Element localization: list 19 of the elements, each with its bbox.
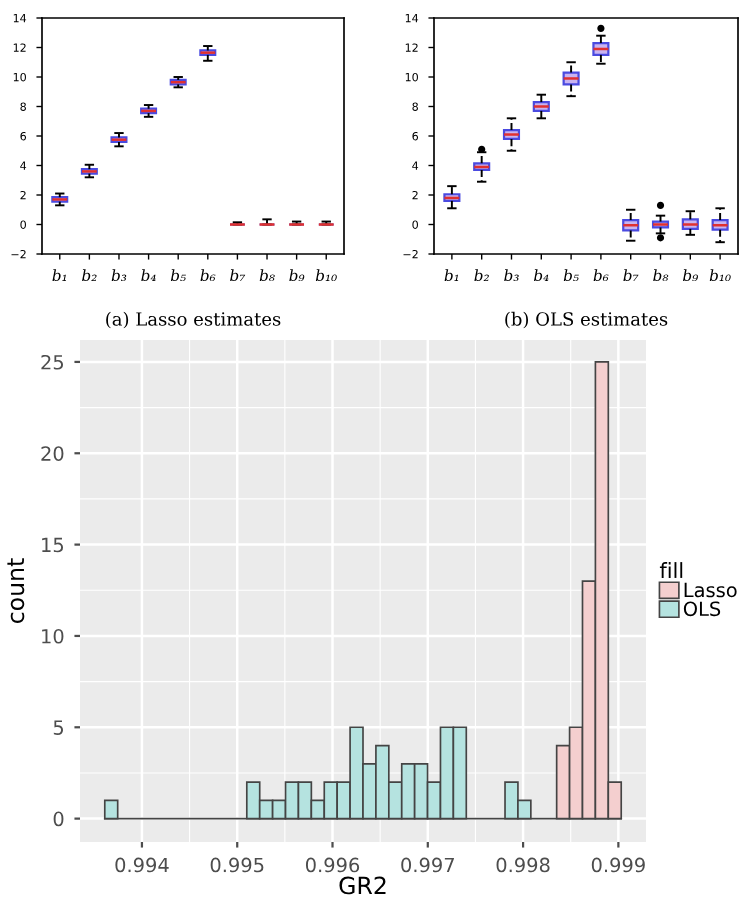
y-tick-label: 15 bbox=[42, 537, 64, 553]
y-tick-label: 0 bbox=[53, 811, 64, 827]
x-axis-title: (b) OLS estimates bbox=[505, 311, 668, 329]
y-tick-label: 10 bbox=[42, 628, 64, 644]
x-tick-label: 0.997 bbox=[401, 857, 454, 873]
y-tick-label: 25 bbox=[41, 354, 64, 370]
legend-title: fill bbox=[659, 562, 683, 578]
y-axis-title: count bbox=[7, 558, 25, 623]
x-tick-label: 0.994 bbox=[115, 857, 169, 873]
x-tick-label: 0.999 bbox=[591, 857, 645, 873]
y-tick-label: 20 bbox=[41, 446, 64, 461]
y-tick-label: 5 bbox=[53, 720, 64, 735]
x-tick-label: 0.996 bbox=[305, 857, 360, 873]
x-tick-label: 0.998 bbox=[496, 857, 550, 873]
x-axis-title: GR2 bbox=[339, 876, 386, 895]
legend-label: OLS bbox=[683, 601, 721, 617]
x-axis-title: (a) Lasso estimates bbox=[106, 311, 281, 329]
x-tick-label: 0.995 bbox=[210, 857, 264, 873]
legend-label: Lasso bbox=[684, 582, 737, 598]
